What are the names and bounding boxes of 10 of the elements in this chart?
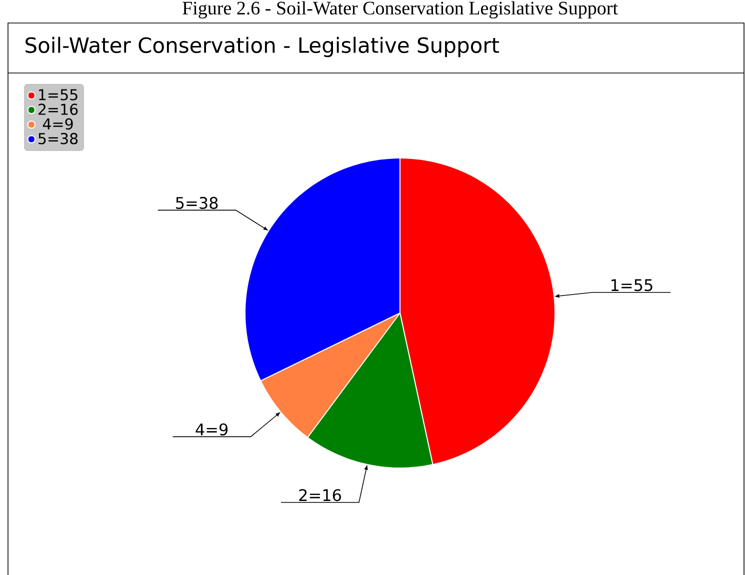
slice-label: 1=55 — [611, 279, 652, 292]
slice-label: 2=16 — [299, 489, 341, 502]
legend-label: 5=38 — [38, 132, 78, 144]
chart-title: Soil-Water Conservation - Legislative Support — [26, 36, 500, 58]
slice-label: 5=38 — [176, 196, 218, 209]
legend-label: 1=55 — [39, 89, 78, 100]
slice-label: 4=9 — [196, 423, 228, 436]
legend-label: 4=9 — [42, 118, 73, 130]
legend-label: 2=16 — [38, 104, 78, 116]
caption: Figure 2.6 - Soil-Water Conservation Legislative Support — [182, 1, 618, 18]
